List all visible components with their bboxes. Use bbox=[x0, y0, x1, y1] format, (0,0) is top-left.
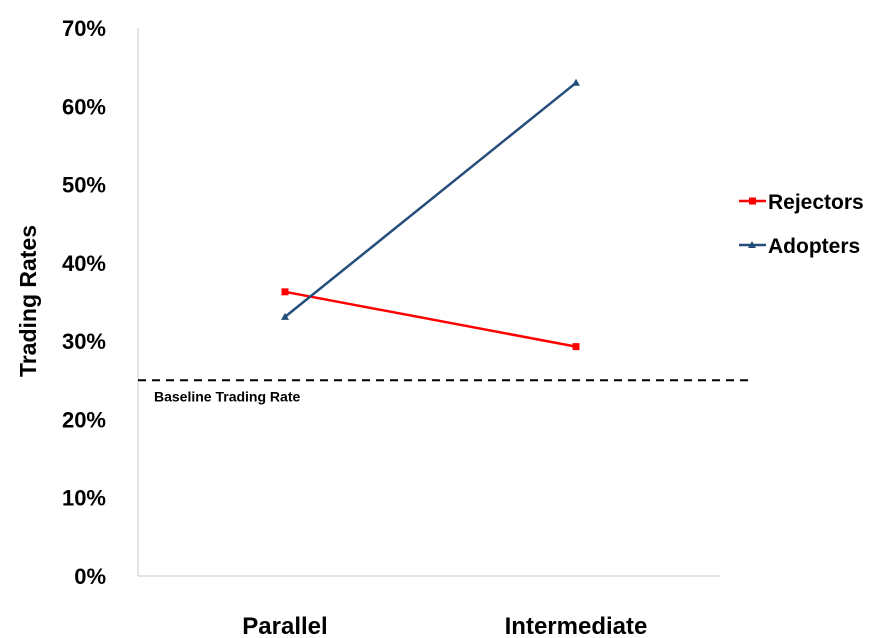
data-point bbox=[281, 288, 289, 296]
legend: Rejectors Adopters bbox=[739, 191, 864, 258]
axes bbox=[137, 28, 720, 577]
legend-label: Adopters bbox=[768, 235, 860, 258]
legend-swatch-marker bbox=[748, 241, 756, 248]
series-line bbox=[284, 290, 577, 348]
x-tick-label: Intermediate bbox=[505, 613, 648, 638]
y-tick-label: 40% bbox=[62, 251, 106, 276]
y-tick-label: 20% bbox=[62, 407, 106, 432]
y-tick-label: 50% bbox=[62, 173, 106, 198]
data-point bbox=[572, 78, 580, 86]
y-tick-label: 30% bbox=[62, 329, 106, 354]
series-line bbox=[284, 81, 577, 318]
y-axis-title: Trading Rates bbox=[15, 225, 41, 377]
y-tick-label: 60% bbox=[62, 94, 106, 119]
series-lines bbox=[281, 78, 580, 351]
data-point bbox=[281, 312, 289, 320]
legend-swatch-marker bbox=[749, 197, 756, 205]
y-tick-labels: 0% 10% 20% 30% 40% 50% 60% 70% bbox=[62, 16, 106, 589]
baseline-label: Baseline Trading Rate bbox=[154, 388, 300, 404]
x-tick-label: Parallel bbox=[242, 613, 327, 638]
legend-label: Rejectors bbox=[768, 191, 864, 214]
data-point bbox=[572, 343, 580, 351]
y-tick-label: 70% bbox=[62, 16, 106, 41]
y-tick-label: 10% bbox=[62, 486, 106, 511]
baseline-reference: Baseline Trading Rate bbox=[138, 379, 750, 404]
y-tick-label: 0% bbox=[74, 564, 106, 589]
x-tick-labels: Parallel Intermediate bbox=[242, 613, 647, 638]
